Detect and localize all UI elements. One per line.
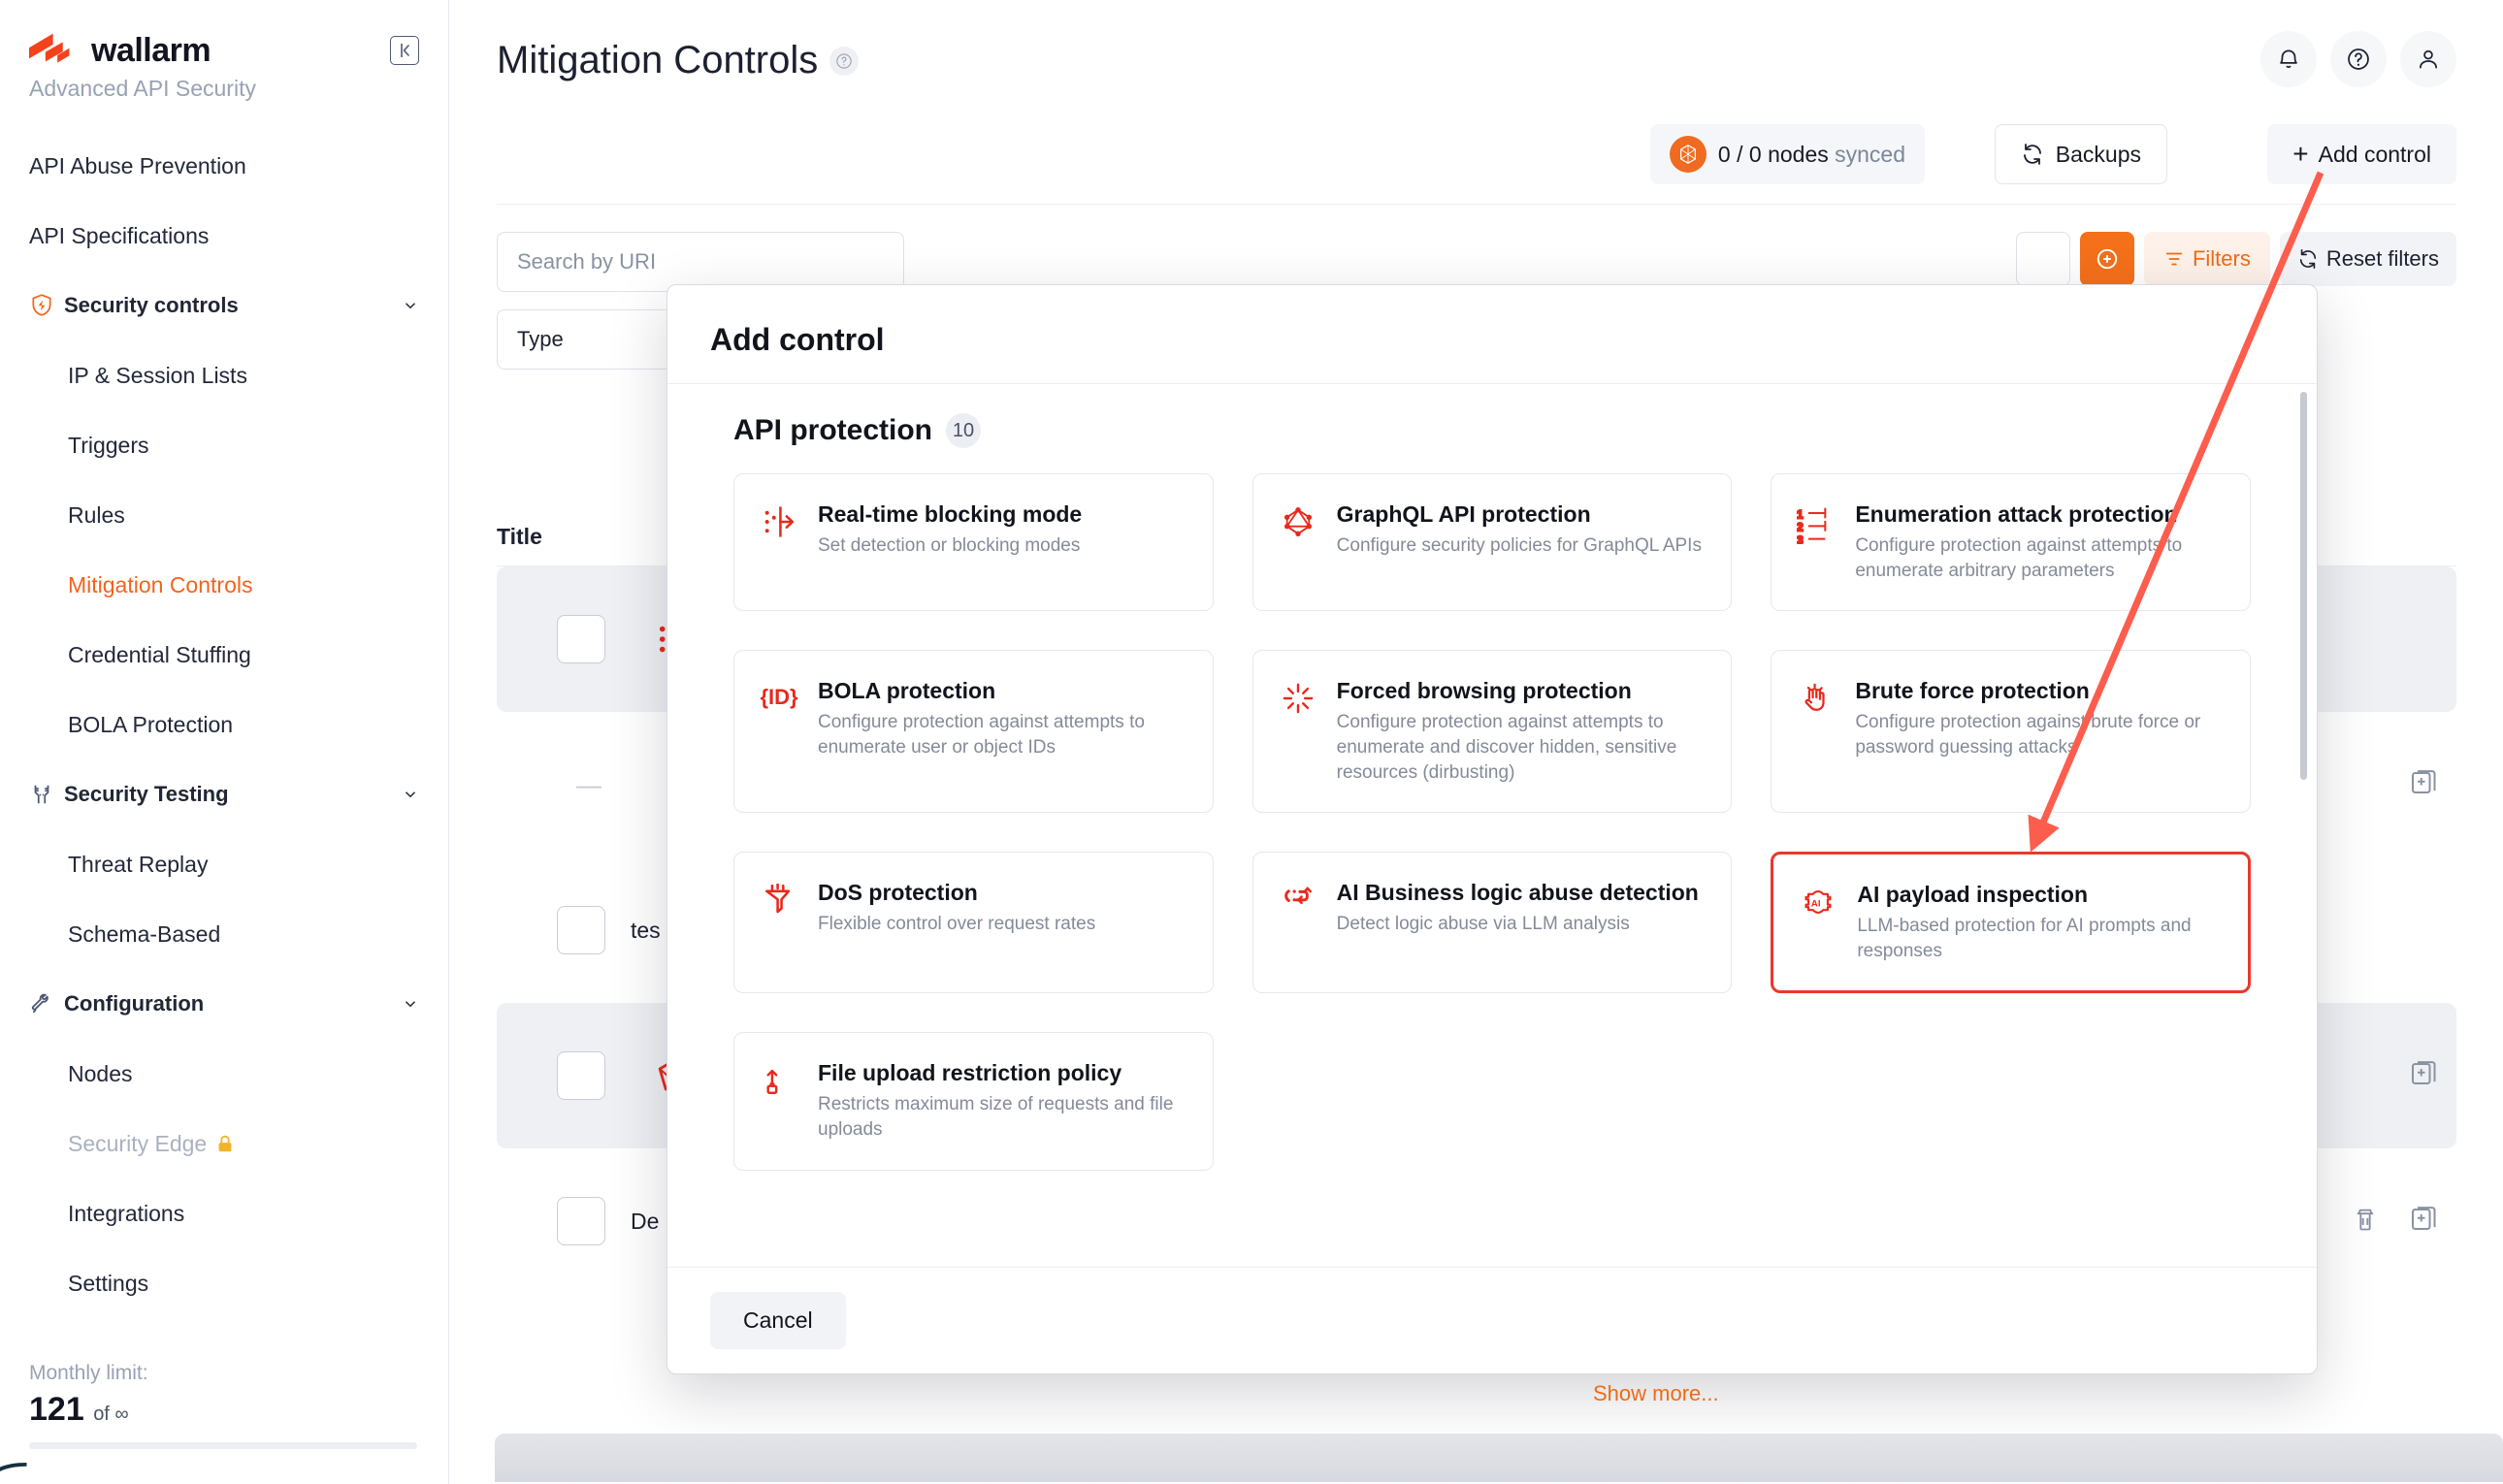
svg-text:1: 1 [1797,507,1804,521]
svg-text:AI: AI [1811,899,1821,910]
svg-text:2: 2 [1797,521,1804,534]
svg-text:3: 3 [1797,533,1804,544]
